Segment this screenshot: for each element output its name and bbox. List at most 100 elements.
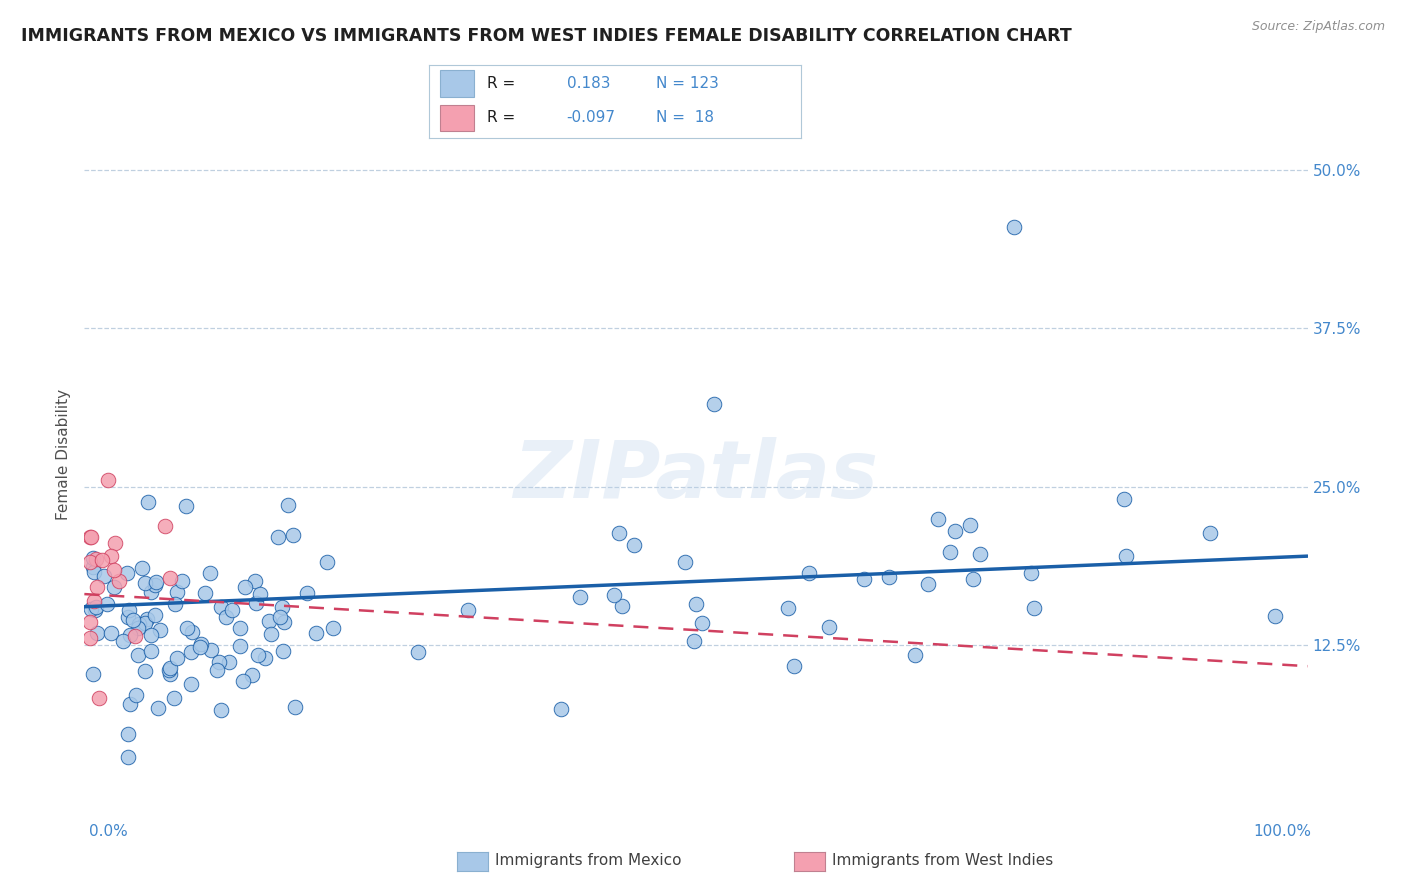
Point [917, 577, 939, 591]
Text: Immigrants from West Indies: Immigrants from West Indies [832, 854, 1053, 868]
Point [1002, 220, 1025, 235]
Point [82, 559, 104, 574]
Text: Source: ZipAtlas.com: Source: ZipAtlas.com [1251, 20, 1385, 33]
Point [245, 596, 267, 610]
Point [117, 566, 139, 581]
Point [245, 574, 267, 588]
Point [673, 555, 696, 569]
Point [247, 648, 270, 663]
Point [283, 528, 305, 542]
Point [134, 664, 156, 678]
Point [96, 597, 118, 611]
Point [778, 600, 800, 615]
Point [260, 626, 283, 640]
Point [84, 603, 107, 617]
Point [163, 691, 186, 706]
Point [128, 616, 150, 631]
Point [134, 576, 156, 591]
Point [143, 578, 166, 592]
Point [112, 634, 135, 648]
Point [166, 651, 188, 665]
Point [127, 621, 149, 635]
Point [117, 749, 139, 764]
Point [797, 566, 820, 581]
Point [209, 703, 232, 717]
Point [1022, 600, 1045, 615]
Point [273, 615, 295, 629]
Point [86, 580, 108, 594]
Point [229, 621, 252, 635]
Point [124, 629, 146, 643]
Point [603, 588, 626, 602]
Point [690, 616, 713, 631]
Point [120, 628, 142, 642]
Point [134, 616, 156, 631]
Point [406, 645, 429, 659]
Point [817, 620, 839, 634]
Bar [440, 104, 474, 131]
Text: -0.097: -0.097 [567, 111, 616, 125]
Point [79, 631, 101, 645]
Point [904, 648, 927, 662]
Point [271, 600, 294, 615]
Point [90, 553, 112, 567]
Point [284, 699, 307, 714]
Point [96, 473, 118, 487]
Point [240, 668, 263, 682]
Point [1019, 566, 1042, 580]
Point [131, 561, 153, 575]
Point [610, 599, 633, 613]
Point [879, 569, 901, 583]
Point [943, 524, 966, 539]
Point [927, 512, 949, 526]
Point [271, 644, 294, 658]
Point [136, 494, 159, 508]
Point [87, 691, 110, 706]
Text: N = 123: N = 123 [657, 76, 718, 91]
Point [232, 674, 254, 689]
Text: Immigrants from Mexico: Immigrants from Mexico [495, 854, 682, 868]
Point [118, 697, 141, 711]
Point [215, 610, 238, 624]
Point [200, 643, 222, 657]
Point [200, 566, 222, 580]
Point [703, 397, 725, 411]
Point [86, 552, 108, 566]
Point [153, 519, 176, 533]
Point [322, 620, 344, 634]
Point [104, 536, 127, 550]
Point [100, 549, 122, 563]
Point [135, 612, 157, 626]
Point [207, 663, 229, 677]
Point [962, 572, 984, 586]
Point [269, 609, 291, 624]
Bar [440, 70, 474, 96]
Point [103, 580, 125, 594]
Text: IMMIGRANTS FROM MEXICO VS IMMIGRANTS FROM WEST INDIES FEMALE DISABILITY CORRELAT: IMMIGRANTS FROM MEXICO VS IMMIGRANTS FRO… [21, 27, 1071, 45]
Point [117, 610, 139, 624]
Point [83, 593, 105, 607]
Point [86, 625, 108, 640]
Point [1264, 609, 1286, 624]
Point [145, 608, 167, 623]
Point [208, 655, 231, 669]
Point [853, 572, 876, 586]
Point [180, 677, 202, 691]
Point [221, 603, 243, 617]
Point [118, 602, 141, 616]
Point [623, 538, 645, 552]
Point [121, 613, 143, 627]
Point [80, 602, 103, 616]
Point [218, 655, 240, 669]
Point [83, 565, 105, 579]
Text: R =: R = [486, 111, 515, 125]
Point [166, 585, 188, 599]
Point [190, 637, 212, 651]
Point [295, 585, 318, 599]
Point [249, 586, 271, 600]
Point [145, 574, 167, 589]
Point [127, 648, 149, 662]
Point [180, 645, 202, 659]
Point [188, 640, 211, 655]
Text: 100.0%: 100.0% [1254, 824, 1312, 838]
